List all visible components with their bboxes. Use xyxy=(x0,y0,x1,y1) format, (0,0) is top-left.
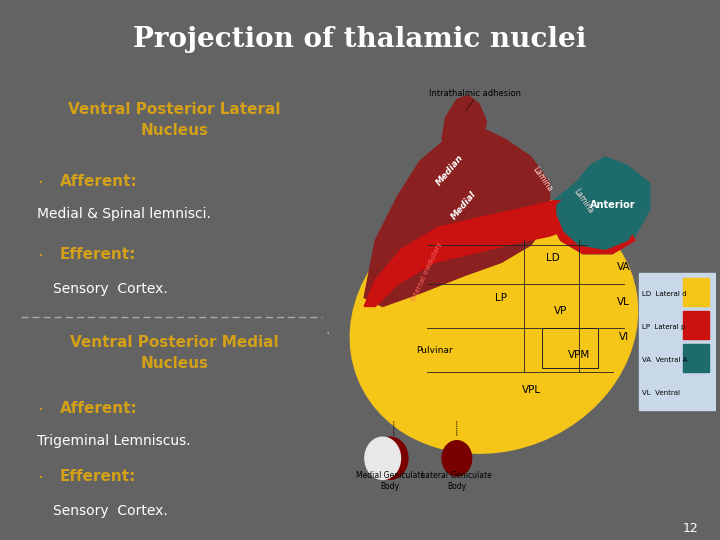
Circle shape xyxy=(365,437,400,480)
Text: Medial & Spinal lemnisci.: Medial & Spinal lemnisci. xyxy=(37,207,211,221)
Text: Efferent:: Efferent: xyxy=(60,247,136,262)
Text: VI: VI xyxy=(618,332,629,342)
Text: ·: · xyxy=(37,469,42,487)
Polygon shape xyxy=(364,201,587,307)
Text: Trigeminal Lemniscus.: Trigeminal Lemniscus. xyxy=(37,434,191,448)
Text: VP: VP xyxy=(554,306,567,316)
Text: Internal medullary: Internal medullary xyxy=(411,241,444,302)
Polygon shape xyxy=(549,192,635,254)
Text: VPL: VPL xyxy=(521,385,541,395)
Text: Efferent:: Efferent: xyxy=(60,469,136,484)
Text: Projection of thalamic nuclei: Projection of thalamic nuclei xyxy=(133,25,587,52)
Text: VL  Ventral: VL Ventral xyxy=(642,389,680,396)
Text: Sensory  Cortex.: Sensory Cortex. xyxy=(53,282,168,296)
Bar xyxy=(683,344,709,373)
Text: ·: · xyxy=(37,247,42,265)
Text: Anterior: Anterior xyxy=(590,200,635,210)
Polygon shape xyxy=(557,166,642,249)
Bar xyxy=(683,278,709,307)
Text: Medial: Medial xyxy=(450,190,479,221)
Text: Lateral Geniculate
Body: Lateral Geniculate Body xyxy=(421,471,492,491)
Text: Median: Median xyxy=(434,153,465,187)
Polygon shape xyxy=(549,157,649,254)
Text: Afferent:: Afferent: xyxy=(60,401,138,416)
Text: VA: VA xyxy=(617,262,631,272)
Text: LD  Lateral d: LD Lateral d xyxy=(642,291,687,296)
Text: 12: 12 xyxy=(683,522,698,535)
Text: VL: VL xyxy=(617,297,630,307)
Text: .: . xyxy=(325,323,330,337)
Text: VPM: VPM xyxy=(568,350,590,360)
Text: Medial Geniculate
Body: Medial Geniculate Body xyxy=(356,471,425,491)
Text: Lamina: Lamina xyxy=(531,165,554,193)
Text: VA  Ventral A: VA Ventral A xyxy=(642,356,688,362)
Text: Lamina: Lamina xyxy=(571,187,595,215)
Text: LD: LD xyxy=(546,253,560,263)
Circle shape xyxy=(442,441,472,476)
Text: Ventral Posterior Lateral
Nucleus: Ventral Posterior Lateral Nucleus xyxy=(68,102,281,138)
Text: Afferent:: Afferent: xyxy=(60,174,138,190)
Text: LP: LP xyxy=(495,293,508,302)
Polygon shape xyxy=(442,95,487,148)
Bar xyxy=(639,273,716,410)
Polygon shape xyxy=(364,126,549,307)
Text: ·: · xyxy=(37,174,42,192)
Text: ·: · xyxy=(37,401,42,419)
Text: LP  Lateral p: LP Lateral p xyxy=(642,323,685,329)
Ellipse shape xyxy=(351,195,637,453)
Text: Pulvinar: Pulvinar xyxy=(416,346,453,355)
Circle shape xyxy=(372,437,408,480)
Text: Sensory  Cortex.: Sensory Cortex. xyxy=(53,504,168,518)
Bar xyxy=(683,311,709,340)
Text: Intrathalmic adhesion: Intrathalmic adhesion xyxy=(429,89,521,98)
Text: Ventral Posterior Medial
Nucleus: Ventral Posterior Medial Nucleus xyxy=(71,335,279,371)
